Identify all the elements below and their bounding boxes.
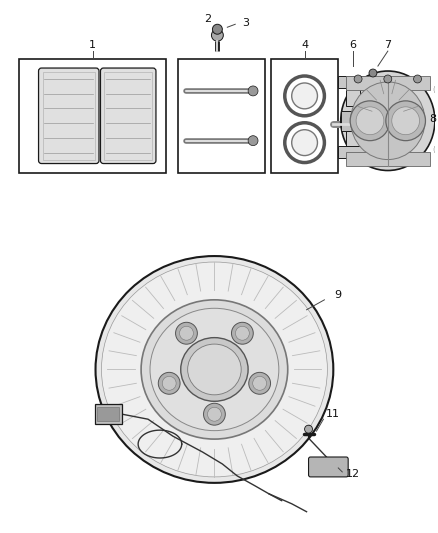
Ellipse shape [141,300,288,439]
Circle shape [249,373,271,394]
Circle shape [158,373,180,394]
Circle shape [369,69,377,77]
FancyBboxPatch shape [100,68,156,164]
Bar [178,59,265,173]
Circle shape [180,326,194,340]
Bar [104,72,152,159]
Circle shape [212,29,223,41]
Text: 8: 8 [429,114,436,124]
Bar [338,146,368,158]
Circle shape [413,75,421,83]
Bar [271,59,338,173]
Circle shape [292,130,318,156]
Bar [19,59,166,173]
Bar [338,76,368,88]
Circle shape [212,25,223,34]
Text: 11: 11 [326,409,340,419]
Circle shape [356,107,384,135]
Bar [346,131,360,146]
Bar [42,72,95,159]
Circle shape [248,136,258,146]
FancyBboxPatch shape [308,457,348,477]
Text: 12: 12 [346,469,360,479]
Circle shape [231,322,253,344]
Bar [341,111,365,131]
Circle shape [304,425,312,433]
Circle shape [384,75,392,83]
Circle shape [292,83,318,109]
Ellipse shape [150,308,279,431]
Text: 7: 7 [384,40,392,50]
Bar [95,404,122,424]
Circle shape [350,101,390,141]
Circle shape [248,86,258,96]
Text: 2: 2 [204,14,211,25]
Ellipse shape [341,71,435,171]
Text: 6: 6 [350,40,357,50]
Text: 4: 4 [301,40,308,50]
Circle shape [176,322,198,344]
Bar [346,76,431,90]
Text: 3: 3 [243,18,250,28]
Circle shape [162,376,176,390]
Bar [98,407,119,421]
Ellipse shape [102,262,327,477]
Bar [346,88,360,106]
Circle shape [236,326,249,340]
Circle shape [354,75,362,83]
Ellipse shape [95,256,333,483]
Circle shape [253,376,267,390]
Ellipse shape [187,344,241,395]
Ellipse shape [351,82,425,159]
Text: 1: 1 [89,40,96,50]
FancyBboxPatch shape [39,68,99,164]
Circle shape [392,107,420,135]
Circle shape [386,101,425,141]
Bar [346,151,431,166]
Ellipse shape [181,337,248,401]
Circle shape [208,407,221,421]
Text: 9: 9 [335,290,342,300]
Circle shape [204,403,225,425]
